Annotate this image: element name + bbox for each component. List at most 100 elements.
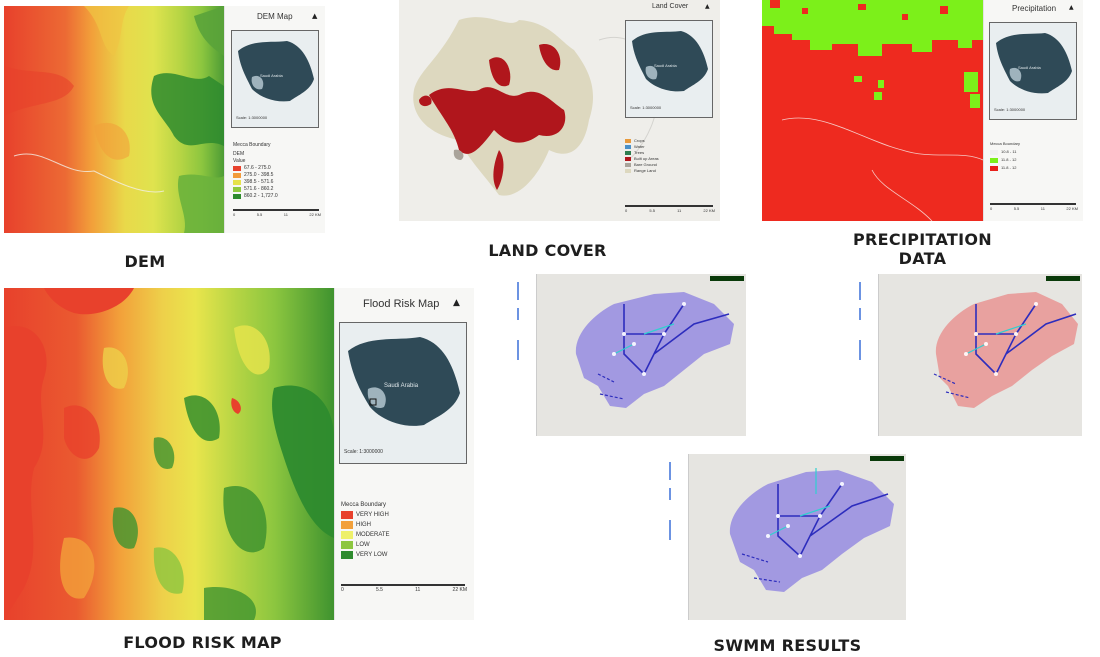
legend-item: VERY LOW: [341, 550, 390, 560]
dem-boundary-label: Mecca Boundary: [233, 142, 271, 148]
flood-risk-scale: Scale: 1:3000000: [344, 449, 383, 455]
precipitation-title: Precipitation: [1012, 4, 1057, 13]
legend-label: 67.6 - 275.0: [244, 165, 271, 171]
scalebar-label: 22 KM: [1066, 206, 1078, 211]
legend-label: Water: [634, 144, 645, 149]
swmm-panel-3: [666, 454, 906, 620]
land-cover-panel: Land Cover ▲ Saudi Arabia Scale: 1:30000…: [399, 0, 720, 221]
legend-item: Built up Areas: [625, 156, 659, 162]
land-cover-scalebar: 0 5.5 11 22 KM: [625, 205, 715, 213]
legend-swatch: [990, 149, 998, 155]
legend-swatch: [341, 531, 353, 539]
flood-risk-sidebar: Flood Risk Map ▲ Saudi Arabia Scale: 1:3…: [334, 288, 474, 620]
swmm-network-1: [517, 282, 734, 408]
legend-item: 275.0 - 398.5: [233, 172, 278, 179]
legend-swatch: [990, 157, 998, 163]
legend-item: HIGH: [341, 520, 390, 530]
flood-risk-inset-map: Saudi Arabia Scale: 1:3000000: [339, 322, 467, 464]
legend-label: LOW: [356, 542, 370, 548]
legend-item: Range Land: [625, 168, 659, 174]
legend-label: 11.8 - 12: [1001, 165, 1017, 170]
dem-sidebar: DEM Map ▲ Saudi Arabia Scale: 1:3000000 …: [224, 6, 325, 233]
legend-label: 860.2 - 1,727.0: [244, 193, 278, 199]
legend-swatch: [233, 180, 241, 185]
legend-swatch: [233, 194, 241, 199]
swmm-panel-2: [856, 274, 1082, 436]
north-arrow-icon: ▲: [453, 298, 460, 308]
dem-caption: DEM: [124, 252, 166, 271]
legend-item: 571.6 - 860.2: [233, 186, 278, 193]
legend-label: 10.8 - 11: [1001, 149, 1017, 154]
north-arrow-icon: ▲: [1069, 4, 1074, 11]
precipitation-raster: [762, 0, 983, 221]
legend-item: 398.5 - 571.6: [233, 179, 278, 186]
dem-terrain: [4, 6, 224, 233]
scalebar-label: 11: [677, 208, 682, 213]
precipitation-inset-map: Saudi Arabia Scale: 1:3000000: [989, 22, 1077, 120]
dem-legend: Mecca Boundary DEM Value 67.6 - 275.0 275…: [233, 142, 278, 200]
legend-swatch: [625, 169, 631, 173]
legend-swatch: [233, 187, 241, 192]
swmm-panel-1: [514, 274, 746, 436]
legend-label: HIGH: [356, 522, 371, 528]
dem-inset-map: Saudi Arabia Scale: 1:3000000: [231, 30, 319, 128]
legend-label: VERY HIGH: [356, 512, 389, 518]
flood-risk-caption: FLOOD RISK MAP: [123, 633, 282, 652]
swmm-legend-box: [514, 274, 537, 436]
land-cover-legend: Crops Water Trees Built up Areas Bare Ground…: [625, 138, 659, 174]
legend-label: Crops: [634, 138, 645, 143]
swmm-status-bar: [1046, 276, 1080, 281]
precipitation-scalebar: 0 5.5 11 22 KM: [990, 203, 1078, 211]
flood-risk-scalebar: 0 5.5 11 22 KM: [341, 584, 467, 593]
dem-inset-label: Saudi Arabia: [260, 73, 283, 78]
legend-label: 571.6 - 860.2: [244, 186, 274, 192]
precipitation-legend-title: Mecca Boundary: [990, 141, 1021, 146]
north-arrow-icon: ▲: [312, 12, 318, 20]
legend-swatch: [341, 521, 353, 529]
legend-swatch: [625, 163, 631, 167]
swmm-status-bar: [870, 456, 904, 461]
precipitation-inset-label: Saudi Arabia: [1018, 65, 1041, 70]
scalebar-label: 0: [625, 208, 628, 213]
dem-scalebar: 0 5.5 11 22 KM: [233, 209, 321, 217]
legend-item: LOW: [341, 540, 390, 550]
precipitation-legend: Mecca Boundary 10.8 - 11 11.8 - 12 11.8 - …: [990, 140, 1020, 172]
swmm-caption: SWMM RESULTS: [713, 636, 862, 655]
scalebar-label: 11: [415, 587, 421, 593]
flood-risk-inset-label: Saudi Arabia: [384, 383, 419, 389]
dem-map-title: DEM Map: [257, 12, 293, 21]
swmm-network-2: [859, 282, 1078, 408]
precipitation-caption-line1: PRECIPITATION: [853, 230, 992, 249]
land-cover-inset-map: Saudi Arabia Scale: 1:3000000: [625, 20, 713, 118]
legend-swatch: [341, 551, 353, 559]
legend-swatch: [341, 511, 353, 519]
scalebar-label: 22 KM: [452, 587, 467, 593]
dem-raster: [4, 6, 224, 233]
swmm-legend-box: [666, 454, 689, 620]
precipitation-caption-line2: DATA: [898, 249, 947, 268]
legend-item: Trees: [625, 150, 659, 156]
precipitation-caption: PRECIPITATION DATA: [830, 230, 1015, 268]
legend-item: 860.2 - 1,727.0: [233, 193, 278, 200]
scalebar-label: 22 KM: [703, 208, 715, 213]
precipitation-scale: Scale: 1:3000000: [994, 107, 1026, 112]
swmm-status-bar: [710, 276, 744, 281]
swmm-network-3: [669, 462, 894, 592]
flood-risk-legend-title: Mecca Boundary: [341, 502, 387, 508]
land-cover-inset-label: Saudi Arabia: [654, 63, 677, 68]
north-arrow-icon: ▲: [705, 3, 710, 10]
scalebar-label: 5.5: [1013, 206, 1020, 211]
flood-risk-panel: Flood Risk Map ▲ Saudi Arabia Scale: 1:3…: [4, 288, 474, 620]
legend-label: Bare Ground: [634, 162, 657, 167]
legend-label: 275.0 - 398.5: [244, 172, 274, 178]
legend-label: VERY LOW: [356, 552, 388, 558]
legend-label: 11.8 - 12: [1001, 157, 1017, 162]
legend-swatch: [233, 166, 241, 171]
scalebar-label: 0: [341, 587, 344, 593]
dem-legend-title: DEM: [233, 151, 245, 157]
scalebar-label: 5.5: [375, 587, 383, 593]
legend-label: Built up Areas: [634, 156, 659, 161]
precipitation-sidebar: Precipitation ▲ Saudi Arabia Scale: 1:30…: [983, 0, 1083, 221]
land-cover-title: Land Cover: [652, 3, 689, 10]
scalebar-label: 5.5: [256, 212, 263, 217]
